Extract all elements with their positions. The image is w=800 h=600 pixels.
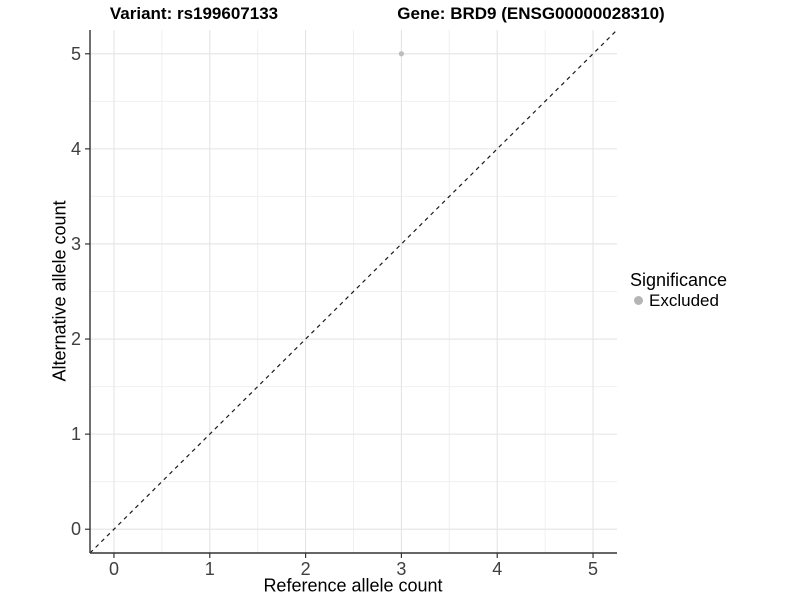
x-axis-title: Reference allele count — [263, 575, 443, 596]
y-tick-label: 5 — [71, 44, 81, 64]
x-tick-label: 4 — [492, 559, 502, 579]
legend: Significance Excluded — [630, 270, 727, 310]
legend-key-dot-icon — [634, 296, 643, 305]
x-tick-label: 1 — [205, 559, 215, 579]
y-tick-label: 0 — [71, 519, 81, 539]
plot-title-variant: Variant: rs199607133 — [109, 4, 279, 23]
x-tick-label: 5 — [588, 559, 598, 579]
legend-item-excluded: Excluded — [630, 291, 727, 310]
plot-title-gene: Gene: BRD9 (ENSG00000028310) — [397, 4, 665, 23]
y-tick-label: 1 — [71, 424, 81, 444]
y-tick-label: 3 — [71, 234, 81, 254]
data-point — [398, 51, 405, 57]
y-tick-label: 4 — [71, 139, 81, 159]
y-axis-title: Alternative allele count — [49, 200, 70, 382]
legend-item-label: Excluded — [649, 291, 719, 310]
legend-title: Significance — [630, 270, 728, 290]
identity-dashed-line — [89, 29, 618, 554]
x-tick-label: 0 — [109, 559, 119, 579]
x-tick-label: 3 — [396, 559, 406, 579]
y-tick-label: 2 — [71, 329, 81, 349]
x-tick-label: 2 — [301, 559, 311, 579]
